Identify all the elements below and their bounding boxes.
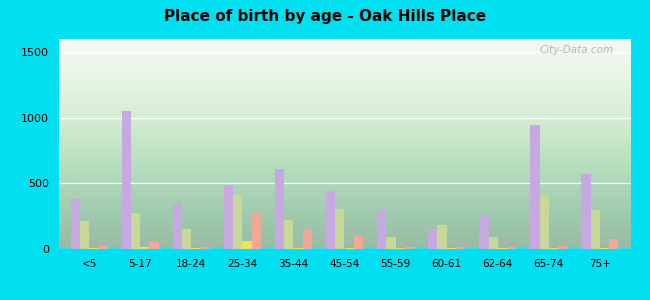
Bar bbox=[140, 247, 150, 249]
Bar bbox=[98, 246, 107, 249]
Bar bbox=[344, 248, 354, 249]
Bar bbox=[507, 247, 516, 249]
Bar bbox=[150, 242, 159, 249]
Bar bbox=[242, 241, 252, 249]
Bar bbox=[233, 194, 242, 249]
Bar bbox=[131, 213, 140, 249]
Bar bbox=[386, 236, 396, 249]
Text: City-Data.com: City-Data.com bbox=[540, 45, 614, 55]
Bar bbox=[335, 209, 345, 249]
Bar bbox=[354, 236, 363, 249]
Bar bbox=[80, 221, 89, 249]
Bar bbox=[284, 220, 293, 249]
Bar bbox=[558, 246, 567, 249]
Bar bbox=[530, 125, 540, 249]
Bar bbox=[377, 209, 386, 249]
Bar bbox=[540, 194, 549, 249]
Bar bbox=[303, 229, 312, 249]
Text: Place of birth by age - Oak Hills Place: Place of birth by age - Oak Hills Place bbox=[164, 9, 486, 24]
Bar bbox=[582, 174, 591, 249]
Bar bbox=[498, 248, 507, 249]
Bar bbox=[437, 225, 447, 249]
Bar bbox=[600, 248, 609, 249]
Bar bbox=[326, 191, 335, 249]
Bar bbox=[428, 229, 437, 249]
Bar bbox=[293, 248, 303, 249]
Bar bbox=[591, 210, 600, 249]
Bar bbox=[173, 203, 182, 249]
Bar bbox=[89, 248, 98, 249]
Bar bbox=[71, 199, 80, 249]
Bar bbox=[447, 248, 456, 249]
Bar bbox=[456, 247, 465, 249]
Bar bbox=[182, 229, 191, 249]
Bar bbox=[191, 248, 200, 249]
Bar bbox=[549, 248, 558, 249]
Bar bbox=[479, 215, 489, 249]
Bar bbox=[224, 185, 233, 249]
Bar bbox=[252, 214, 261, 249]
Bar bbox=[405, 247, 414, 249]
Bar bbox=[200, 247, 210, 249]
Bar bbox=[122, 111, 131, 249]
Bar bbox=[609, 239, 618, 249]
Bar bbox=[489, 236, 498, 249]
Bar bbox=[396, 248, 405, 249]
Bar bbox=[275, 169, 284, 249]
